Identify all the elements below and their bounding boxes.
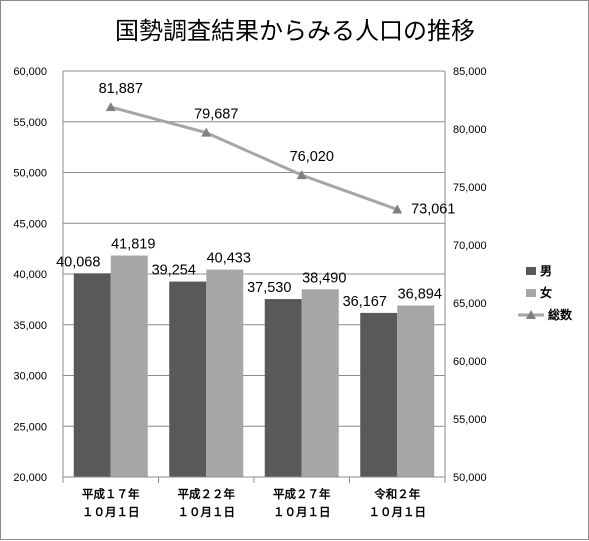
data-labels: 40,068 41,819 39,254 40,433 37,530 38,490 36,1… bbox=[56, 81, 455, 310]
legend-label: 女 bbox=[540, 285, 552, 300]
bar-male bbox=[73, 273, 111, 477]
total-data-label: 79,687 bbox=[194, 107, 238, 123]
bar-male bbox=[360, 312, 398, 477]
legend-marker bbox=[526, 310, 536, 319]
y-left-tick-label: 40,000 bbox=[13, 269, 47, 281]
y-right-tick-label: 75,000 bbox=[453, 182, 487, 194]
x-category-label: １０月１日 bbox=[273, 505, 331, 519]
y-left-tick-label: 45,000 bbox=[13, 218, 47, 230]
y-left-tick-label: 25,000 bbox=[13, 421, 47, 433]
total-data-label: 73,061 bbox=[411, 201, 455, 217]
y-right-tick-label: 80,000 bbox=[453, 124, 487, 136]
bar-data-label: 39,254 bbox=[152, 263, 196, 279]
bar-female bbox=[110, 255, 148, 477]
y-right-tick-label: 70,000 bbox=[453, 240, 487, 252]
x-category-label: １０月１日 bbox=[82, 505, 140, 519]
legend-swatch bbox=[526, 289, 536, 297]
y-right-tick-label: 55,000 bbox=[453, 414, 487, 426]
bar-data-label: 36,167 bbox=[343, 294, 387, 310]
y-right-tick-label: 85,000 bbox=[453, 66, 487, 78]
total-marker bbox=[392, 204, 403, 214]
bar-male bbox=[169, 281, 207, 477]
chart-title: 国勢調査結果からみる人口の推移 bbox=[115, 17, 475, 45]
y-left-tick-label: 60,000 bbox=[13, 66, 47, 78]
y-left-tick-label: 30,000 bbox=[13, 371, 47, 383]
legend-swatch bbox=[526, 267, 536, 275]
total-marker bbox=[201, 127, 212, 137]
x-category-label: １０月１日 bbox=[369, 505, 427, 519]
x-category-label: １０月１日 bbox=[178, 505, 236, 519]
bar-data-label: 36,894 bbox=[398, 287, 442, 303]
bar-female bbox=[397, 305, 435, 477]
axes: 20,000 25,000 30,000 35,000 40,000 45,000 50,0… bbox=[13, 66, 486, 519]
y-right-tick-label: 60,000 bbox=[453, 356, 487, 368]
legend-label: 総数 bbox=[548, 307, 573, 322]
x-category-label: 平成１７年 bbox=[82, 487, 140, 501]
bar-data-label: 41,819 bbox=[111, 237, 155, 253]
total-marker bbox=[296, 170, 307, 180]
y-left-tick-label: 55,000 bbox=[13, 117, 47, 129]
bar-series bbox=[73, 255, 435, 477]
total-data-label: 81,887 bbox=[99, 81, 143, 97]
bar-male bbox=[264, 299, 302, 477]
bar-female bbox=[301, 289, 339, 477]
y-right-tick-label: 50,000 bbox=[453, 472, 487, 484]
total-marker bbox=[105, 102, 116, 112]
y-left-tick-label: 20,000 bbox=[13, 472, 47, 484]
total-line-series bbox=[105, 102, 403, 214]
y-left-tick-label: 35,000 bbox=[13, 320, 47, 332]
legend-label: 男 bbox=[540, 264, 552, 278]
bar-data-label: 40,068 bbox=[56, 254, 100, 270]
bar-data-label: 38,490 bbox=[302, 270, 346, 286]
y-right-tick-label: 65,000 bbox=[453, 298, 487, 310]
total-data-label: 76,020 bbox=[290, 149, 334, 165]
x-category-label: 令和２年 bbox=[373, 487, 420, 501]
y-left-tick-label: 50,000 bbox=[13, 168, 47, 180]
total-line bbox=[110, 105, 398, 211]
x-category-label: 平成２７年 bbox=[273, 487, 331, 501]
x-category-label: 平成２２年 bbox=[178, 487, 236, 501]
bar-female bbox=[206, 269, 244, 477]
bar-data-label: 37,530 bbox=[247, 280, 291, 296]
bar-data-label: 40,433 bbox=[207, 251, 251, 267]
